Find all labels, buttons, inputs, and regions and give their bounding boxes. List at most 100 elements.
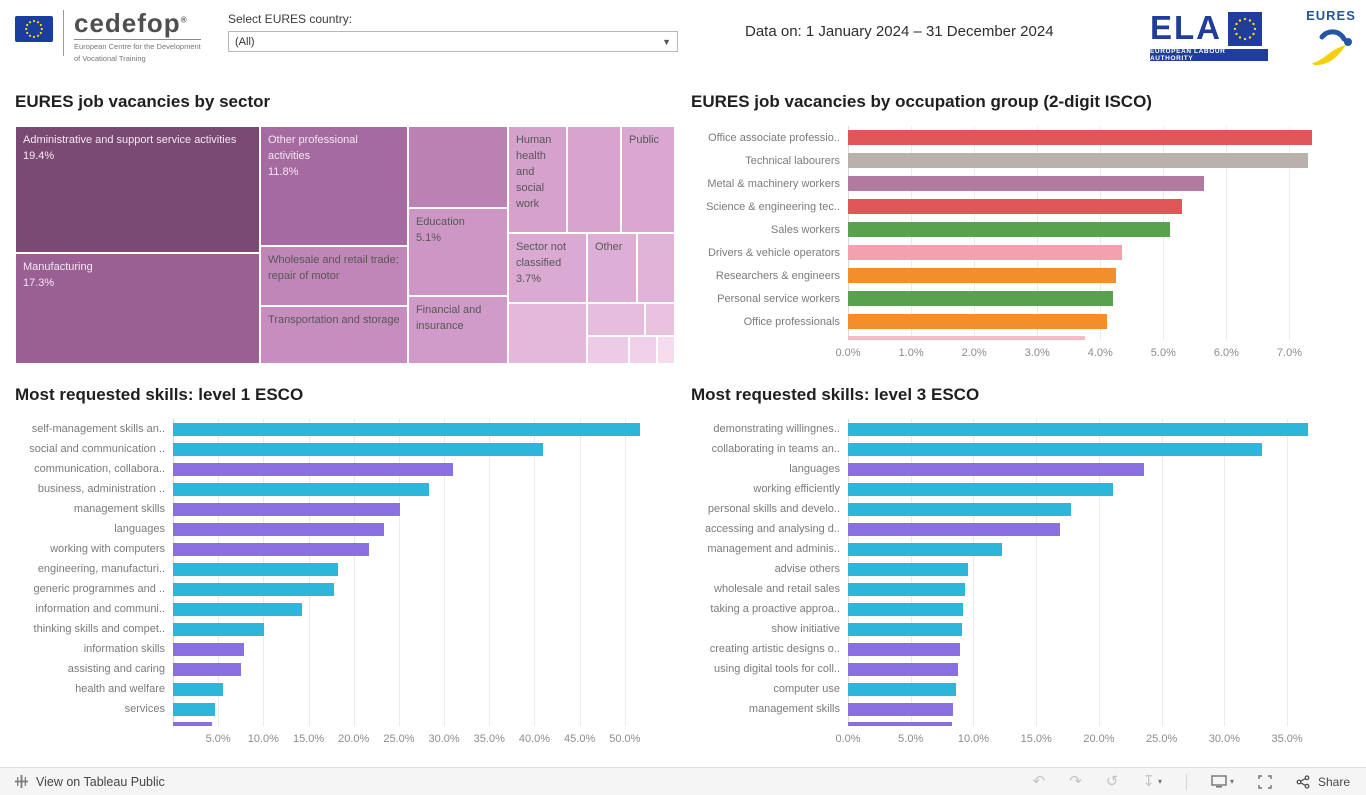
skills1-chart-title: Most requested skills: level 1 ESCO — [15, 385, 304, 404]
treemap-tile[interactable]: Education 5.1% — [407, 207, 508, 296]
axis-tick-label: 40.0% — [518, 733, 551, 745]
bar[interactable] — [848, 153, 1309, 168]
bar[interactable] — [848, 622, 963, 636]
bar[interactable] — [848, 268, 1117, 283]
bar-row-label: Sales workers — [770, 223, 840, 236]
treemap-tile[interactable]: Other professional activities 11.8% — [259, 126, 408, 246]
treemap-tile-value: 17.3% — [23, 276, 55, 289]
treemap-tile-value: 11.8% — [267, 165, 299, 178]
bar[interactable] — [848, 442, 1263, 456]
treemap-tile[interactable] — [586, 303, 645, 336]
bar[interactable] — [173, 522, 385, 536]
bar[interactable] — [173, 422, 641, 436]
bar[interactable] — [848, 502, 1072, 516]
bar[interactable] — [848, 642, 960, 656]
reset-icon[interactable]: ↺ — [1105, 773, 1119, 790]
bar[interactable] — [173, 562, 339, 576]
treemap-tile[interactable]: Other — [586, 233, 637, 303]
bar[interactable] — [848, 462, 1145, 476]
bar[interactable] — [848, 562, 969, 576]
bar[interactable] — [848, 336, 1085, 340]
treemap-tile[interactable]: Wholesale and retail trade; repair of mo… — [259, 245, 408, 306]
bar-row-label: health and welfare — [75, 683, 165, 695]
bar[interactable] — [173, 662, 241, 676]
redo-icon[interactable]: ↷ — [1069, 773, 1082, 790]
download-caret-icon[interactable]: ▾ — [1157, 777, 1162, 786]
logo-divider — [63, 10, 64, 56]
treemap-tile[interactable]: Manufacturing 17.3% — [15, 252, 260, 364]
ela-logo: ELA EUROPEAN LABOUR AUTHORITY — [1150, 11, 1268, 62]
share-button[interactable]: Share — [1296, 775, 1350, 789]
bar-row-label: Office associate professio.. — [708, 131, 840, 144]
bar[interactable] — [848, 130, 1312, 145]
bar[interactable] — [173, 622, 265, 636]
display-options-button[interactable]: ▾ — [1211, 775, 1234, 788]
bar[interactable] — [173, 602, 303, 616]
data-period-text: Data on: 1 January 2024 – 31 December 20… — [745, 23, 1054, 40]
bar[interactable] — [848, 314, 1107, 329]
treemap-tile[interactable] — [656, 336, 675, 364]
bar[interactable] — [173, 582, 334, 596]
bar[interactable] — [848, 602, 964, 616]
bar-row-label: business, administration .. — [37, 483, 165, 495]
axis-tick-label: 35.0% — [1271, 733, 1303, 745]
bar[interactable] — [848, 662, 959, 676]
treemap-tile[interactable] — [644, 303, 675, 336]
bar[interactable] — [848, 291, 1113, 306]
bar[interactable] — [848, 722, 953, 726]
treemap-tile[interactable]: Public — [621, 126, 675, 233]
bar[interactable] — [173, 722, 212, 726]
skills3-axis-labels: demonstrating willingnes.. collaborating … — [691, 419, 848, 748]
country-select[interactable]: (All) ▼ — [228, 31, 678, 52]
bar[interactable] — [173, 482, 429, 496]
bar-row-label — [691, 333, 848, 340]
fullscreen-icon[interactable] — [1258, 774, 1272, 789]
occupation-plot-area — [848, 126, 1321, 340]
eures-wordmark: EURES — [1306, 8, 1356, 23]
treemap-tile[interactable]: Administrative and support service activ… — [15, 126, 260, 253]
bar[interactable] — [848, 682, 956, 696]
bar[interactable] — [848, 422, 1309, 436]
bar[interactable] — [848, 482, 1113, 496]
bar-row-label: Office professionals — [743, 315, 840, 328]
bar[interactable] — [848, 245, 1123, 260]
undo-icon[interactable]: ↶ — [1032, 773, 1046, 790]
treemap-tile[interactable]: Sector not classified 3.7% — [507, 233, 587, 303]
axis-tick-label: 2.0% — [961, 347, 987, 359]
treemap-tile[interactable]: Human health and social work — [507, 126, 567, 233]
treemap-tile[interactable]: Financial and insurance — [407, 296, 508, 364]
bar[interactable] — [848, 542, 1003, 556]
treemap-tile[interactable] — [407, 126, 508, 208]
bar[interactable] — [848, 199, 1183, 214]
treemap-tile[interactable] — [586, 336, 629, 364]
bar-row-label: information skills — [83, 643, 165, 655]
bar-row-label: self-management skills an.. — [31, 423, 165, 435]
treemap-tile[interactable] — [507, 303, 587, 364]
bar[interactable] — [848, 582, 965, 596]
bar[interactable] — [848, 702, 954, 716]
view-on-tableau-link[interactable]: View on Tableau Public — [14, 774, 165, 789]
bar[interactable] — [173, 502, 400, 516]
treemap-tile[interactable]: Transportation and storage — [259, 305, 408, 364]
bar[interactable] — [848, 522, 1061, 536]
bar[interactable] — [173, 682, 223, 696]
cedefop-wordmark: cedefop® — [74, 10, 201, 40]
bar-row-label: demonstrating willingnes.. — [713, 423, 840, 435]
treemap-tile-label: Other — [594, 241, 623, 253]
download-icon[interactable]: ↧ — [1142, 773, 1155, 790]
treemap-tile[interactable] — [636, 233, 675, 303]
bar[interactable] — [173, 462, 454, 476]
treemap-tile[interactable] — [628, 336, 657, 364]
axis-tick-label: 1.0% — [898, 347, 924, 359]
registered-mark: ® — [180, 15, 188, 25]
treemap-tile[interactable] — [566, 126, 621, 233]
bar[interactable] — [173, 702, 215, 716]
bar[interactable] — [173, 442, 543, 456]
bar[interactable] — [848, 176, 1205, 191]
skills-level3-panel: Most requested skills: level 3 ESCO demo… — [691, 385, 1321, 748]
axis-tick-label: 10.0% — [957, 733, 990, 745]
bar[interactable] — [173, 642, 245, 656]
sector-treemap: Administrative and support service activ… — [15, 126, 675, 364]
bar[interactable] — [173, 542, 370, 556]
bar[interactable] — [848, 222, 1170, 237]
